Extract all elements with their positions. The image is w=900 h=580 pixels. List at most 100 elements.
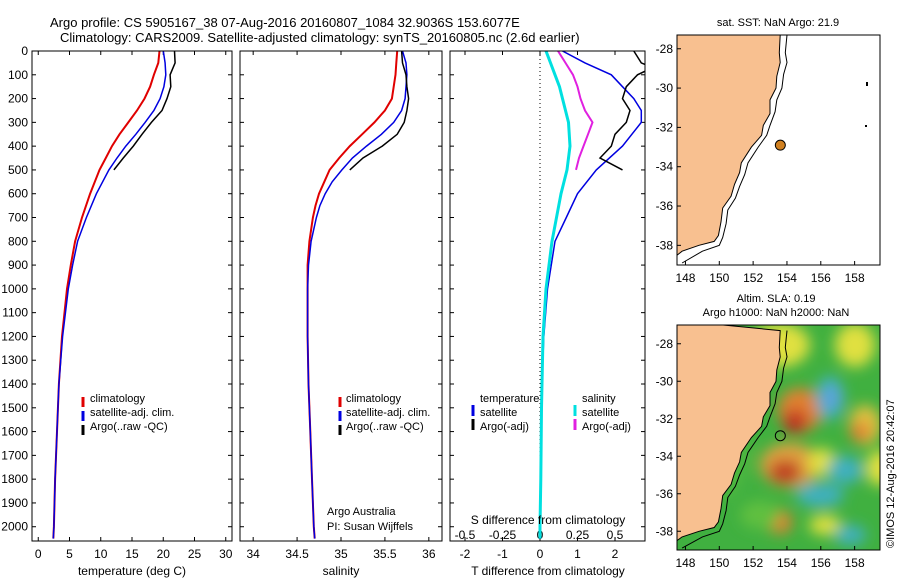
depth-tick-label: 200 (8, 92, 28, 106)
depth-tick-label: 1300 (1, 353, 28, 367)
depth-tick-label: 0 (21, 44, 28, 58)
sst-map: sat. SST: NaN Argo: 21.9 148 150 152 154 156… (656, 17, 881, 285)
x2-tick-label: 0.5 (607, 528, 624, 542)
lat-tick-label: -34 (656, 160, 674, 174)
legend-label-sal-argo: Argo(-adj) (582, 421, 631, 433)
temperature-diff-satellite-line (539, 51, 643, 539)
lat-tick-label: -30 (656, 81, 674, 95)
temperature-satellite-line (52, 51, 167, 539)
difference-legend: temperature satellite Argo(-adj) salinit… (471, 393, 631, 433)
salinity-y-ticks (240, 50, 442, 528)
legend-label-sal-satellite: satellite (582, 407, 619, 419)
lat-tick-label: -32 (656, 412, 674, 426)
land-mass (677, 325, 781, 543)
salinity-panel: 34 34.5 35 35.5 36 salinity climatology sate… (239, 50, 443, 578)
lon-tick-label: 154 (777, 271, 797, 285)
x-tick-label: -2 (460, 547, 471, 561)
sla-map-title-line1: Altim. SLA: 0.19 (737, 293, 816, 305)
sst-map-frame (676, 34, 881, 266)
salinity-diff-argo-line (557, 51, 594, 171)
depth-tick-label: 2000 (1, 520, 28, 534)
legend-label-climatology: climatology (90, 393, 146, 405)
x2-tick-label: -0.5 (455, 528, 476, 542)
salinity-frame (239, 50, 443, 542)
difference-x2-axis: -0.5-0.2500.250.5 (455, 528, 624, 542)
depth-tick-label: 1900 (1, 496, 28, 510)
salinity-legend: climatology satellite-adj. clim. Argo(..… (338, 393, 430, 435)
lat-tick-label: -30 (656, 374, 674, 388)
x-tick-label: -1 (497, 547, 508, 561)
legend-header-salinity: salinity (582, 393, 616, 405)
x-tick-label: 35 (334, 547, 348, 561)
depth-tick-label: 1200 (1, 329, 28, 343)
sst-map-lon-axis: 148 150 152 154 156 158 (675, 261, 865, 285)
depth-tick-label: 500 (8, 163, 28, 177)
salinity-argo-line (349, 51, 410, 171)
x-tick-label: 5 (66, 547, 73, 561)
temperature-panel: 0100200300400500600700800900100011001200… (1, 44, 232, 578)
sla-map-lon-axis: 148 150 152 154 156 158 (675, 546, 865, 570)
x-tick-label: 34.5 (285, 547, 309, 561)
lon-tick-label: 156 (811, 271, 831, 285)
lon-tick-label: 152 (743, 556, 763, 570)
depth-tick-label: 300 (8, 115, 28, 129)
island-mark (866, 82, 868, 86)
x-tick-label: 34 (246, 547, 260, 561)
legend-label-temp-argo: Argo(-adj) (480, 421, 529, 433)
shelf-contour-line (681, 35, 788, 264)
sst-map-title: sat. SST: NaN Argo: 21.9 (717, 17, 839, 29)
lat-tick-label: -34 (656, 449, 674, 463)
difference-x-axis: -2 -1 0 1 2 (460, 51, 619, 561)
lon-tick-label: 148 (675, 271, 695, 285)
lat-tick-label: -32 (656, 120, 674, 134)
depth-tick-label: 600 (8, 187, 28, 201)
depth-tick-label: 1000 (1, 282, 28, 296)
difference-panel: -2 -1 0 1 2 -0.5 -0.25 0 0.25 0.5 S difference f… (449, 50, 646, 578)
lon-tick-label: 150 (709, 556, 729, 570)
s-difference-label: S difference from climatology (471, 513, 626, 527)
difference-frame (449, 50, 646, 542)
shelf-contour-line (681, 330, 788, 549)
x-tick-label: 0 (537, 547, 544, 561)
x2-tick-label: 0.25 (566, 528, 590, 542)
lon-tick-label: 148 (675, 556, 695, 570)
argo-location-marker (774, 139, 786, 151)
sla-map: Altim. SLA: 0.19 Argo h1000: NaN h2000: … (656, 293, 881, 570)
salinity-satellite-line (306, 51, 408, 539)
depth-tick-label: 1800 (1, 472, 28, 486)
temperature-diff-argo-line (598, 51, 645, 171)
credit-line2: PI: Susan Wijffels (327, 521, 413, 533)
t-difference-label: T difference from climatology (471, 564, 625, 578)
depth-tick-label: 1500 (1, 401, 28, 415)
temperature-argo-line (113, 51, 176, 171)
depth-tick-label: 800 (8, 234, 28, 248)
legend-label-argo: Argo(..raw -QC) (346, 421, 424, 433)
x-tick-label: 2 (612, 547, 619, 561)
x-tick-label: 0 (35, 547, 42, 561)
lon-tick-label: 158 (845, 271, 865, 285)
credit-line1: Argo Australia (327, 506, 396, 518)
temperature-legend: climatology satellite-adj. clim. Argo(..… (81, 393, 174, 435)
salinity-diff-satellite-line (538, 51, 572, 539)
x-tick-label: 10 (94, 547, 108, 561)
lon-tick-label: 154 (777, 556, 797, 570)
argo-location-marker (774, 430, 786, 442)
lat-tick-label: -36 (656, 487, 674, 501)
x-tick-label: 35.5 (373, 547, 397, 561)
depth-tick-label: 700 (8, 211, 28, 225)
lat-tick-label: -36 (656, 199, 674, 213)
lon-tick-label: 152 (743, 271, 763, 285)
figure-title-line2: Climatology: CARS2009. Satellite-adjuste… (60, 30, 580, 45)
depth-tick-label: 400 (8, 139, 28, 153)
depth-tick-label: 1700 (1, 448, 28, 462)
legend-label-temp-satellite: satellite (480, 407, 517, 419)
x-tick-label: 25 (188, 547, 202, 561)
difference-y-ticks (450, 50, 645, 528)
depth-tick-label: 1600 (1, 425, 28, 439)
salinity-climatology-line (306, 51, 399, 539)
x-tick-label: 20 (157, 547, 171, 561)
x2-tick-label: -0.25 (489, 528, 517, 542)
lat-tick-label: -38 (656, 238, 674, 252)
sla-map-frame (676, 324, 881, 551)
x-tick-label: 30 (219, 547, 233, 561)
